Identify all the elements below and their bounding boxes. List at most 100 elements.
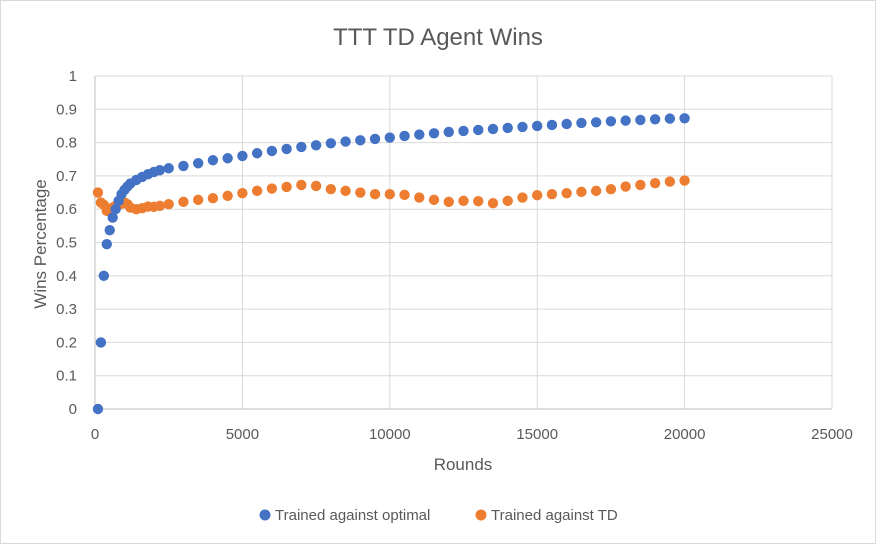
data-point — [458, 195, 469, 207]
data-point — [517, 192, 528, 203]
x-tick-label: 0 — [91, 426, 99, 443]
data-point — [237, 188, 248, 199]
data-point — [154, 165, 166, 176]
data-point — [443, 126, 454, 138]
data-point — [95, 337, 107, 348]
data-point — [546, 189, 558, 200]
data-point — [222, 153, 233, 164]
data-point — [502, 122, 513, 134]
data-point — [590, 117, 602, 128]
data-point — [281, 181, 292, 193]
data-series — [92, 113, 690, 415]
y-tick-label: 0.3 — [56, 301, 77, 318]
data-point — [92, 403, 104, 415]
data-point — [251, 148, 263, 159]
data-point — [384, 189, 395, 200]
data-point — [178, 196, 189, 208]
x-tick-label: 5000 — [226, 426, 259, 443]
data-point — [98, 270, 110, 281]
data-point — [310, 140, 322, 151]
data-point — [428, 128, 440, 139]
y-axis-title: Wins Percentage — [31, 179, 50, 308]
data-point — [664, 113, 676, 124]
data-point — [517, 121, 528, 133]
x-tick-label: 25000 — [811, 426, 853, 443]
data-point — [561, 188, 572, 199]
data-point — [178, 160, 189, 172]
y-tick-label: 0.9 — [56, 101, 77, 118]
data-point — [473, 196, 484, 207]
data-point — [679, 175, 690, 186]
y-tick-label: 0.1 — [56, 368, 77, 385]
data-point — [532, 120, 543, 132]
x-axis-title: Rounds — [434, 455, 493, 474]
data-point — [355, 187, 366, 198]
data-point — [414, 129, 425, 140]
data-point — [487, 123, 499, 135]
data-point — [399, 130, 410, 142]
data-point — [458, 125, 469, 137]
data-point — [546, 119, 558, 131]
data-point — [251, 185, 263, 197]
data-point — [207, 193, 219, 204]
data-point — [340, 136, 351, 147]
data-point — [679, 113, 690, 124]
y-tick-label: 0 — [69, 401, 77, 418]
data-point — [649, 178, 661, 189]
data-point — [101, 238, 112, 250]
y-tick-label: 0.4 — [56, 268, 77, 285]
data-point — [502, 195, 513, 207]
data-point — [576, 186, 587, 198]
data-point — [296, 179, 307, 191]
legend-label: Trained against TD — [491, 507, 618, 524]
data-point — [192, 194, 204, 206]
data-point — [620, 115, 631, 126]
data-point — [605, 184, 617, 195]
data-point — [163, 163, 174, 174]
series-optimal — [92, 113, 690, 415]
data-point — [576, 117, 587, 129]
legend-marker — [475, 509, 487, 521]
y-tick-label: 0.8 — [56, 135, 77, 152]
data-point — [620, 181, 631, 192]
y-tick-label: 0.6 — [56, 201, 77, 218]
data-point — [154, 200, 166, 212]
data-point — [92, 187, 104, 198]
axes: 0 0.1 0.2 0.3 0.4 0.5 0.6 0.7 0.8 0.9 1 0 5000 10000 1… — [56, 68, 853, 443]
data-point — [237, 150, 248, 162]
data-point — [296, 141, 307, 153]
data-point — [266, 183, 278, 194]
data-point — [281, 143, 292, 155]
y-tick-label: 0.2 — [56, 334, 77, 351]
data-point — [532, 190, 543, 201]
data-point — [192, 158, 204, 169]
data-point — [428, 194, 440, 206]
data-point — [107, 212, 118, 223]
data-point — [369, 189, 381, 200]
data-point — [163, 199, 174, 210]
series-td — [92, 175, 690, 217]
data-point — [207, 155, 219, 166]
data-point — [443, 196, 454, 208]
data-point — [104, 224, 115, 236]
data-point — [369, 133, 381, 145]
data-point — [222, 190, 233, 202]
data-point — [340, 185, 351, 197]
data-point — [266, 145, 278, 157]
data-point — [325, 184, 337, 195]
data-point — [561, 118, 572, 130]
data-point — [590, 185, 602, 197]
data-point — [635, 179, 646, 191]
data-point — [605, 116, 617, 127]
x-tick-label: 20000 — [664, 426, 706, 443]
data-point — [414, 192, 425, 203]
data-point — [635, 114, 646, 126]
legend: Trained against optimal Trained against T… — [259, 507, 618, 524]
x-tick-label: 10000 — [369, 426, 411, 443]
y-tick-label: 0.7 — [56, 168, 77, 185]
data-point — [487, 198, 499, 209]
legend-label: Trained against optimal — [275, 507, 430, 524]
chart-title: TTT TD Agent Wins — [333, 24, 543, 51]
